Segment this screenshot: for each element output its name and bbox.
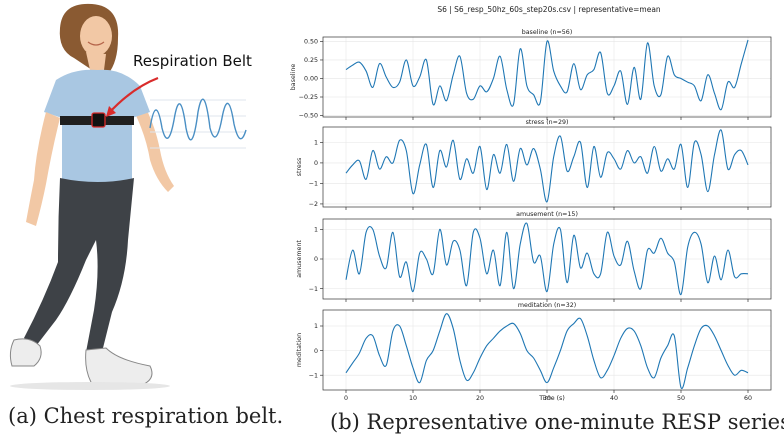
respiration-belt-label: Respiration Belt	[133, 52, 252, 70]
y-axis-label: baseline	[290, 64, 297, 91]
front-arm	[26, 112, 60, 226]
x-tick-label: 20	[476, 395, 484, 402]
front-shoe	[85, 347, 153, 385]
series-line-meditation	[345, 313, 749, 390]
back-shoe	[9, 338, 42, 367]
leggings	[24, 178, 134, 352]
belt-sensor	[91, 112, 106, 128]
panel-1: stress (n=29) −2 −1 0 1 stress	[296, 119, 772, 210]
y-tick-label: 0	[314, 348, 318, 355]
y-tick-label: 0	[314, 160, 318, 167]
panel-title: meditation (n=32)	[518, 302, 576, 309]
y-tick-label: 0	[314, 256, 318, 263]
y-tick-label: −0.50	[299, 113, 318, 120]
y-tick-label: 1	[314, 140, 318, 147]
y-axis-label: amusement	[296, 240, 303, 278]
y-tick-label: 0.50	[304, 39, 318, 46]
caption-b: (b) Representative one-minute RESP serie…	[330, 410, 784, 434]
y-tick-label: 0.00	[304, 76, 318, 83]
panel-title: amusement (n=15)	[516, 211, 578, 218]
y-tick-label: −2	[309, 201, 318, 208]
caption-a: (a) Chest respiration belt.	[8, 404, 284, 428]
back-arm	[128, 98, 174, 192]
series-line-stress	[345, 129, 749, 203]
x-tick-label: 10	[409, 395, 417, 402]
y-tick-label: 0.25	[304, 57, 318, 64]
series-line-amusement	[345, 222, 749, 296]
panel-3: meditation (n=32) −1 0 1 meditation 0 10 20 30 40…	[296, 302, 772, 402]
resp-series-chart: S6 | S6_resp_50hz_60s_step20s.csv | repr…	[290, 5, 772, 402]
panel-0: baseline (n=56) −0.50 −0.25 0.00 0.25 0.50 bas…	[290, 29, 772, 120]
y-tick-label: −1	[309, 181, 318, 188]
series-line-baseline	[345, 39, 749, 111]
face	[80, 16, 112, 56]
x-tick-label: 30	[543, 395, 551, 402]
x-axis-label: Time (s)	[538, 395, 565, 402]
panel-title: baseline (n=56)	[522, 29, 573, 36]
x-tick-label: 0	[344, 395, 348, 402]
y-axis-label: stress	[296, 158, 303, 177]
y-axis-label: meditation	[296, 333, 303, 367]
y-tick-label: −1	[309, 372, 318, 379]
y-tick-label: 1	[314, 323, 318, 330]
figure-title: S6 | S6_resp_50hz_60s_step20s.csv | repr…	[437, 5, 661, 14]
waveform-inset	[149, 98, 247, 149]
respiration-belt-illustration: Respiration Belt	[9, 3, 252, 390]
x-tick-label: 60	[744, 395, 752, 402]
panel-2: amusement (n=15) −1 0 1 amusement	[296, 211, 772, 302]
x-tick-label: 50	[677, 395, 685, 402]
panel-title: stress (n=29)	[526, 119, 569, 126]
y-tick-label: 1	[314, 227, 318, 234]
x-tick-label: 40	[610, 395, 618, 402]
y-tick-label: −1	[309, 286, 318, 293]
y-tick-label: −0.25	[299, 94, 318, 101]
